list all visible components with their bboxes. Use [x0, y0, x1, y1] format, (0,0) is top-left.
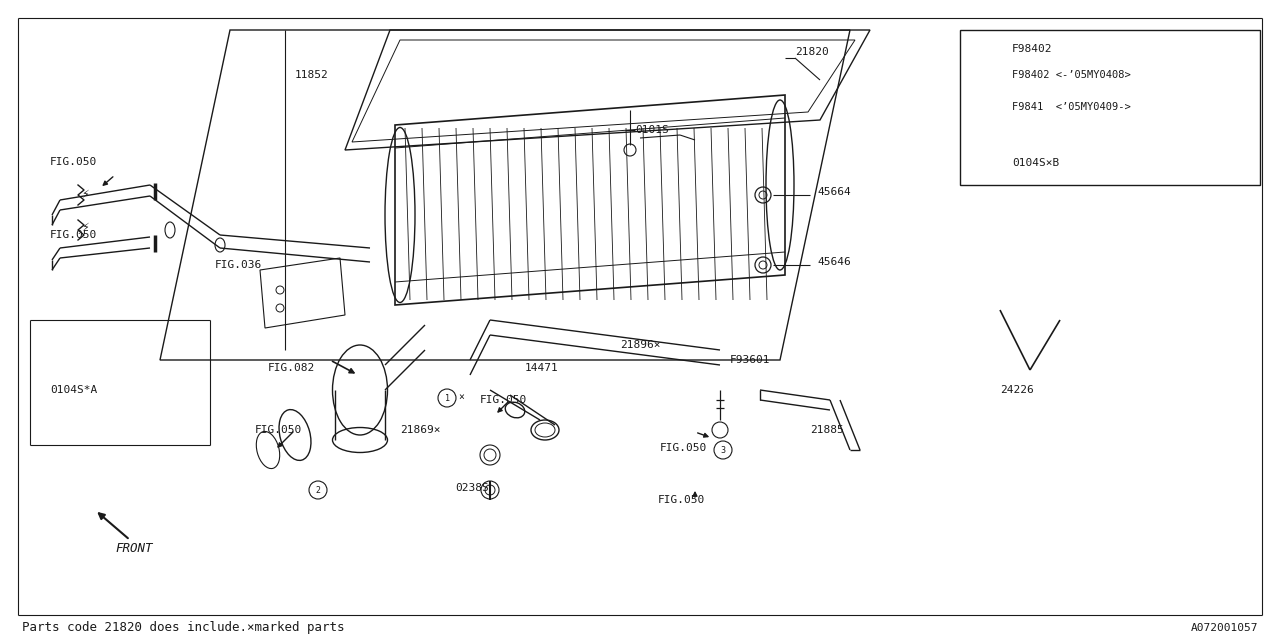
Text: FIG.050: FIG.050 [480, 395, 527, 405]
Text: 45664: 45664 [817, 187, 851, 197]
Text: 1: 1 [444, 394, 449, 403]
Text: FIG.050: FIG.050 [658, 495, 705, 505]
Text: 24226: 24226 [1000, 385, 1034, 395]
Text: 0101S: 0101S [635, 125, 668, 135]
Text: FIG.050: FIG.050 [50, 157, 97, 167]
Text: 0238S: 0238S [454, 483, 489, 493]
Circle shape [438, 389, 456, 407]
Text: FRONT: FRONT [115, 541, 152, 554]
Text: FIG.050: FIG.050 [50, 230, 97, 240]
Text: F9841  <’05MY0409->: F9841 <’05MY0409-> [1012, 102, 1130, 112]
Text: F93601: F93601 [730, 355, 771, 365]
Text: 2: 2 [315, 486, 320, 495]
Text: 3: 3 [978, 159, 983, 168]
Text: 21885: 21885 [810, 425, 844, 435]
Text: FIG.050: FIG.050 [660, 443, 708, 453]
Text: 2: 2 [978, 90, 983, 99]
Text: ⚡: ⚡ [81, 223, 88, 233]
Text: 3: 3 [721, 445, 726, 454]
Text: 14471: 14471 [525, 363, 559, 373]
Text: Parts code 21820 does include.×marked parts: Parts code 21820 does include.×marked pa… [22, 621, 344, 634]
Text: ⚡: ⚡ [81, 190, 88, 200]
Text: 45646: 45646 [817, 257, 851, 267]
Text: A072001057: A072001057 [1190, 623, 1258, 633]
Text: 0104S×B: 0104S×B [1012, 158, 1060, 168]
Text: F98402 <-’05MY0408>: F98402 <-’05MY0408> [1012, 70, 1130, 80]
Circle shape [714, 441, 732, 459]
Text: FIG.036: FIG.036 [215, 260, 262, 270]
Text: 1: 1 [978, 45, 983, 54]
Circle shape [972, 154, 989, 172]
Text: 21896×: 21896× [620, 340, 660, 350]
Text: 11852: 11852 [294, 70, 329, 80]
Text: ×: × [458, 392, 463, 402]
Circle shape [972, 40, 989, 58]
Text: 21869×: 21869× [399, 425, 440, 435]
Text: 21820: 21820 [795, 47, 828, 57]
Bar [960, 30, 1260, 185]
Text: F98402: F98402 [1012, 44, 1052, 54]
Text: FIG.050: FIG.050 [255, 425, 302, 435]
Circle shape [308, 481, 326, 499]
Circle shape [972, 85, 989, 103]
Text: FIG.082: FIG.082 [268, 363, 315, 373]
Text: 0104S*A: 0104S*A [50, 385, 97, 395]
